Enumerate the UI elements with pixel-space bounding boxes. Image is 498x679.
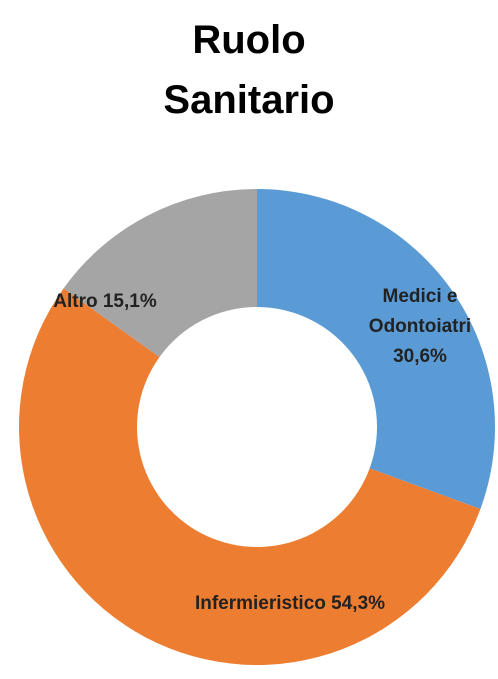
label-category: Altro — [53, 291, 98, 312]
data-label: Altro 15,1% — [5, 287, 205, 317]
label-category: Infermieristico — [194, 593, 326, 614]
data-label: Medici e Odontoiatri 30,6% — [355, 282, 485, 372]
donut-slice — [63, 189, 257, 358]
donut-slice — [257, 189, 495, 510]
label-value: 30,6% — [393, 346, 447, 367]
data-label: Infermieristico 54,3% — [140, 589, 440, 619]
label-value: 54,3% — [331, 593, 386, 614]
label-value: 15,1% — [102, 291, 157, 312]
donut-slice — [19, 288, 481, 665]
chart-title: Ruolo Sanitario — [163, 18, 335, 122]
label-category: Medici e Odontoiatri — [368, 286, 472, 337]
